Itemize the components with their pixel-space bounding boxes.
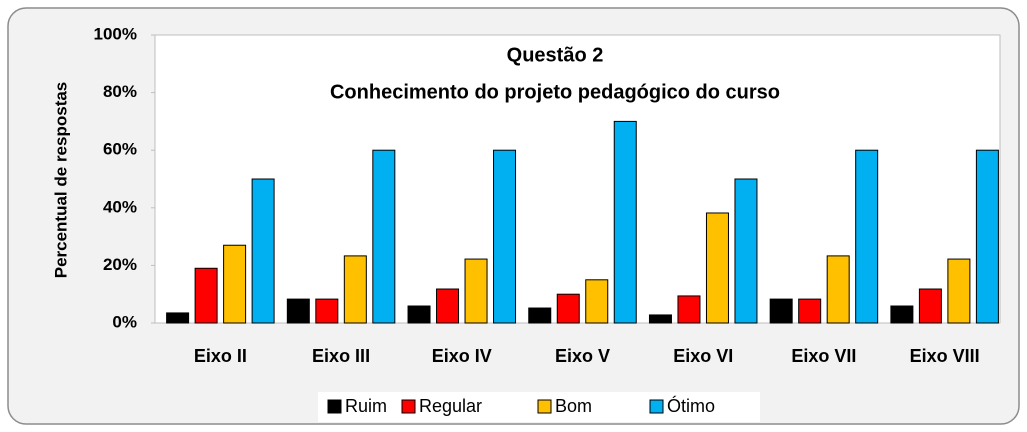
bar: [194, 267, 218, 324]
y-tick-label: 100%: [94, 24, 137, 43]
legend-swatch: [537, 399, 552, 414]
bar: [556, 293, 580, 324]
chart-title: Conhecimento do projeto pedagógico do cu…: [330, 81, 780, 103]
y-tick-label: 40%: [103, 197, 137, 216]
x-tick-label: Eixo III: [312, 346, 370, 366]
x-tick-label: Eixo II: [194, 346, 247, 366]
bar: [677, 295, 701, 324]
x-tick-label: Eixo V: [555, 346, 610, 366]
bar: [705, 212, 729, 324]
bar: [826, 255, 850, 324]
bar: [343, 255, 367, 324]
legend-label: Regular: [419, 396, 482, 416]
bar: [372, 149, 396, 324]
bar: [648, 314, 672, 324]
bar: [918, 288, 942, 324]
x-tick-label: Eixo VIII: [910, 346, 980, 366]
legend-label: Bom: [555, 396, 592, 416]
x-tick-label: Eixo IV: [432, 346, 492, 366]
bar: [855, 149, 879, 324]
legend-swatch: [649, 399, 664, 414]
bar: [528, 307, 552, 324]
bar: [734, 178, 758, 324]
y-axis-title: Percentual de respostas: [51, 82, 70, 279]
bar: [947, 258, 971, 324]
bar: [975, 149, 999, 324]
bar: [436, 288, 460, 324]
chart-title: Questão 2: [507, 44, 604, 66]
y-tick-label: 60%: [103, 140, 137, 159]
bar: [251, 178, 275, 324]
bar: [223, 244, 247, 324]
y-tick-label: 20%: [103, 255, 137, 274]
bar: [798, 298, 822, 324]
x-tick-label: Eixo VI: [673, 346, 733, 366]
x-tick-label: Eixo VII: [791, 346, 856, 366]
bar: [769, 298, 793, 324]
legend-label: Ruim: [345, 396, 387, 416]
bar: [585, 279, 609, 324]
y-tick-label: 80%: [103, 82, 137, 101]
legend-swatch: [327, 399, 342, 414]
bar: [166, 312, 190, 324]
bar: [890, 305, 914, 324]
bar: [613, 120, 637, 324]
y-tick-label: 0%: [112, 312, 137, 331]
legend-swatch: [401, 399, 416, 414]
bar: [407, 305, 431, 324]
legend-label: Ótimo: [667, 395, 715, 416]
bar: [315, 298, 339, 324]
bar: [464, 258, 488, 324]
bar: [493, 149, 517, 324]
bar: [286, 298, 310, 324]
